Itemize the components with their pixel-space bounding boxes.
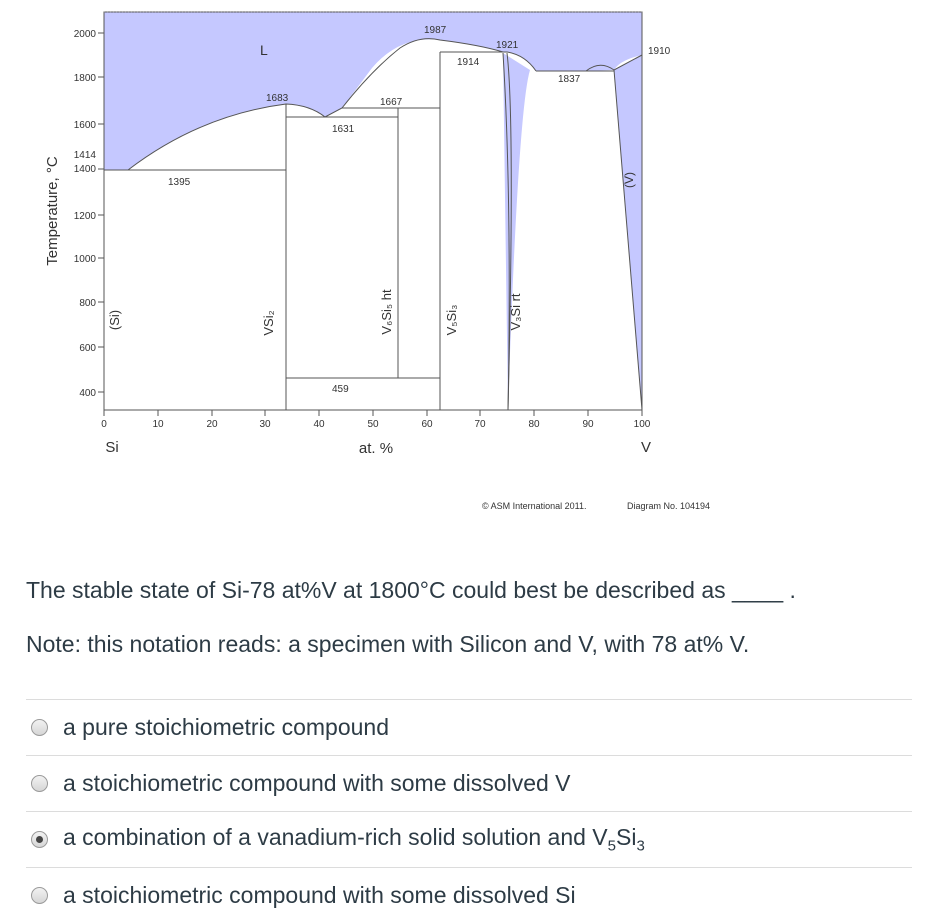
y-axis-ticks	[98, 32, 104, 393]
x-tick-label: 70	[474, 419, 486, 430]
answer-label-mid: Si	[616, 824, 637, 851]
question-text: The stable state of Si-78 at%V at 1800°C…	[26, 577, 796, 603]
x-tick-label: 30	[259, 419, 271, 430]
phase-label-v: (V)	[622, 172, 636, 188]
temp-label: 1837	[558, 74, 581, 85]
phase-diagram-figure: 2000 1800 1600 1414 1400 1200 1000 800 6…	[44, 11, 710, 511]
answer-list: a pure stoichiometric compound a stoichi…	[26, 699, 912, 923]
y-tick-label: 1000	[74, 254, 97, 265]
temp-label: 1921	[496, 40, 519, 51]
temp-label: 1910	[648, 46, 671, 57]
y-tick-label: 1400	[74, 164, 97, 175]
y-tick-label: 2000	[74, 29, 97, 40]
phase-label-vsi2: VSi₂	[261, 310, 276, 335]
x-axis-ticks	[103, 410, 643, 416]
x-tick-label: 50	[367, 419, 379, 430]
phase-boundaries	[104, 38, 643, 411]
y-tick-labels: 2000 1800 1600 1414 1400 1200 1000 800 6…	[74, 29, 97, 399]
x-tick-label: 60	[421, 419, 433, 430]
temp-label: 1914	[457, 57, 480, 68]
answer-label: a pure stoichiometric compound	[63, 714, 389, 740]
radio-button[interactable]	[31, 887, 48, 904]
answer-label: a stoichiometric compound with some diss…	[63, 770, 571, 796]
temp-label: 459	[332, 384, 349, 395]
answer-option-1[interactable]: a pure stoichiometric compound	[26, 699, 912, 755]
temp-label: 1667	[380, 97, 403, 108]
phase-label-v5si3: V₅Si₃	[444, 305, 459, 336]
x-tick-label: 0	[101, 419, 107, 430]
answer-option-3[interactable]: a combination of a vanadium-rich solid s…	[26, 811, 912, 867]
y-tick-label: 600	[79, 343, 96, 354]
temp-label: 1395	[168, 177, 191, 188]
phase-label-v6si5: V₆Si₅ ht	[379, 289, 394, 335]
v3si-wedge	[503, 53, 530, 410]
temp-label: 1987	[424, 25, 447, 36]
copyright-text: © ASM International 2011.	[482, 501, 587, 511]
x-axis-title: at. %	[359, 440, 393, 457]
radio-button[interactable]	[31, 719, 48, 736]
phase-label-v3si: V₃Si rt	[508, 293, 523, 330]
x-tick-label: 20	[206, 419, 218, 430]
y-tick-label: 400	[79, 388, 96, 399]
phase-label-liquid: L	[260, 42, 268, 58]
answer-option-4[interactable]: a stoichiometric compound with some diss…	[26, 867, 912, 923]
x-tick-label: 40	[313, 419, 325, 430]
x-tick-labels: 0 10 20 30 40 50 60 70 80 90 100	[101, 419, 651, 430]
x-tick-label: 80	[528, 419, 540, 430]
right-element-label: V	[641, 439, 651, 456]
y-tick-label: 1200	[74, 211, 97, 222]
temperature-annotations: 1987 1921 1914 1910 1837 1683 1667 1631 …	[168, 25, 671, 395]
x-tick-label: 10	[152, 419, 164, 430]
temp-label: 1631	[332, 124, 355, 135]
left-element-label: Si	[105, 439, 118, 456]
x-tick-label: 90	[582, 419, 594, 430]
diagram-number: Diagram No. 104194	[627, 501, 710, 511]
radio-button[interactable]	[31, 775, 48, 792]
phase-label-si: (Si)	[107, 310, 122, 330]
question-note: Note: this notation reads: a specimen wi…	[26, 631, 750, 657]
answer-label-sub: 3	[636, 837, 645, 855]
liquid-region	[104, 12, 642, 170]
answer-option-2[interactable]: a stoichiometric compound with some diss…	[26, 755, 912, 811]
y-tick-label: 1600	[74, 120, 97, 131]
answer-label: a stoichiometric compound with some diss…	[63, 882, 576, 908]
y-tick-label: 800	[79, 298, 96, 309]
x-tick-label: 100	[634, 419, 651, 430]
radio-button-selected[interactable]	[31, 831, 48, 848]
answer-label-sub: 5	[607, 837, 616, 855]
answer-label: a combination of a vanadium-rich solid s…	[63, 824, 645, 855]
y-axis-title: Temperature, °C	[44, 156, 61, 266]
y-tick-label: 1414	[74, 150, 97, 161]
temp-label: 1683	[266, 93, 289, 104]
answer-label-prefix: a combination of a vanadium-rich solid s…	[63, 824, 608, 851]
y-tick-label: 1800	[74, 73, 97, 84]
